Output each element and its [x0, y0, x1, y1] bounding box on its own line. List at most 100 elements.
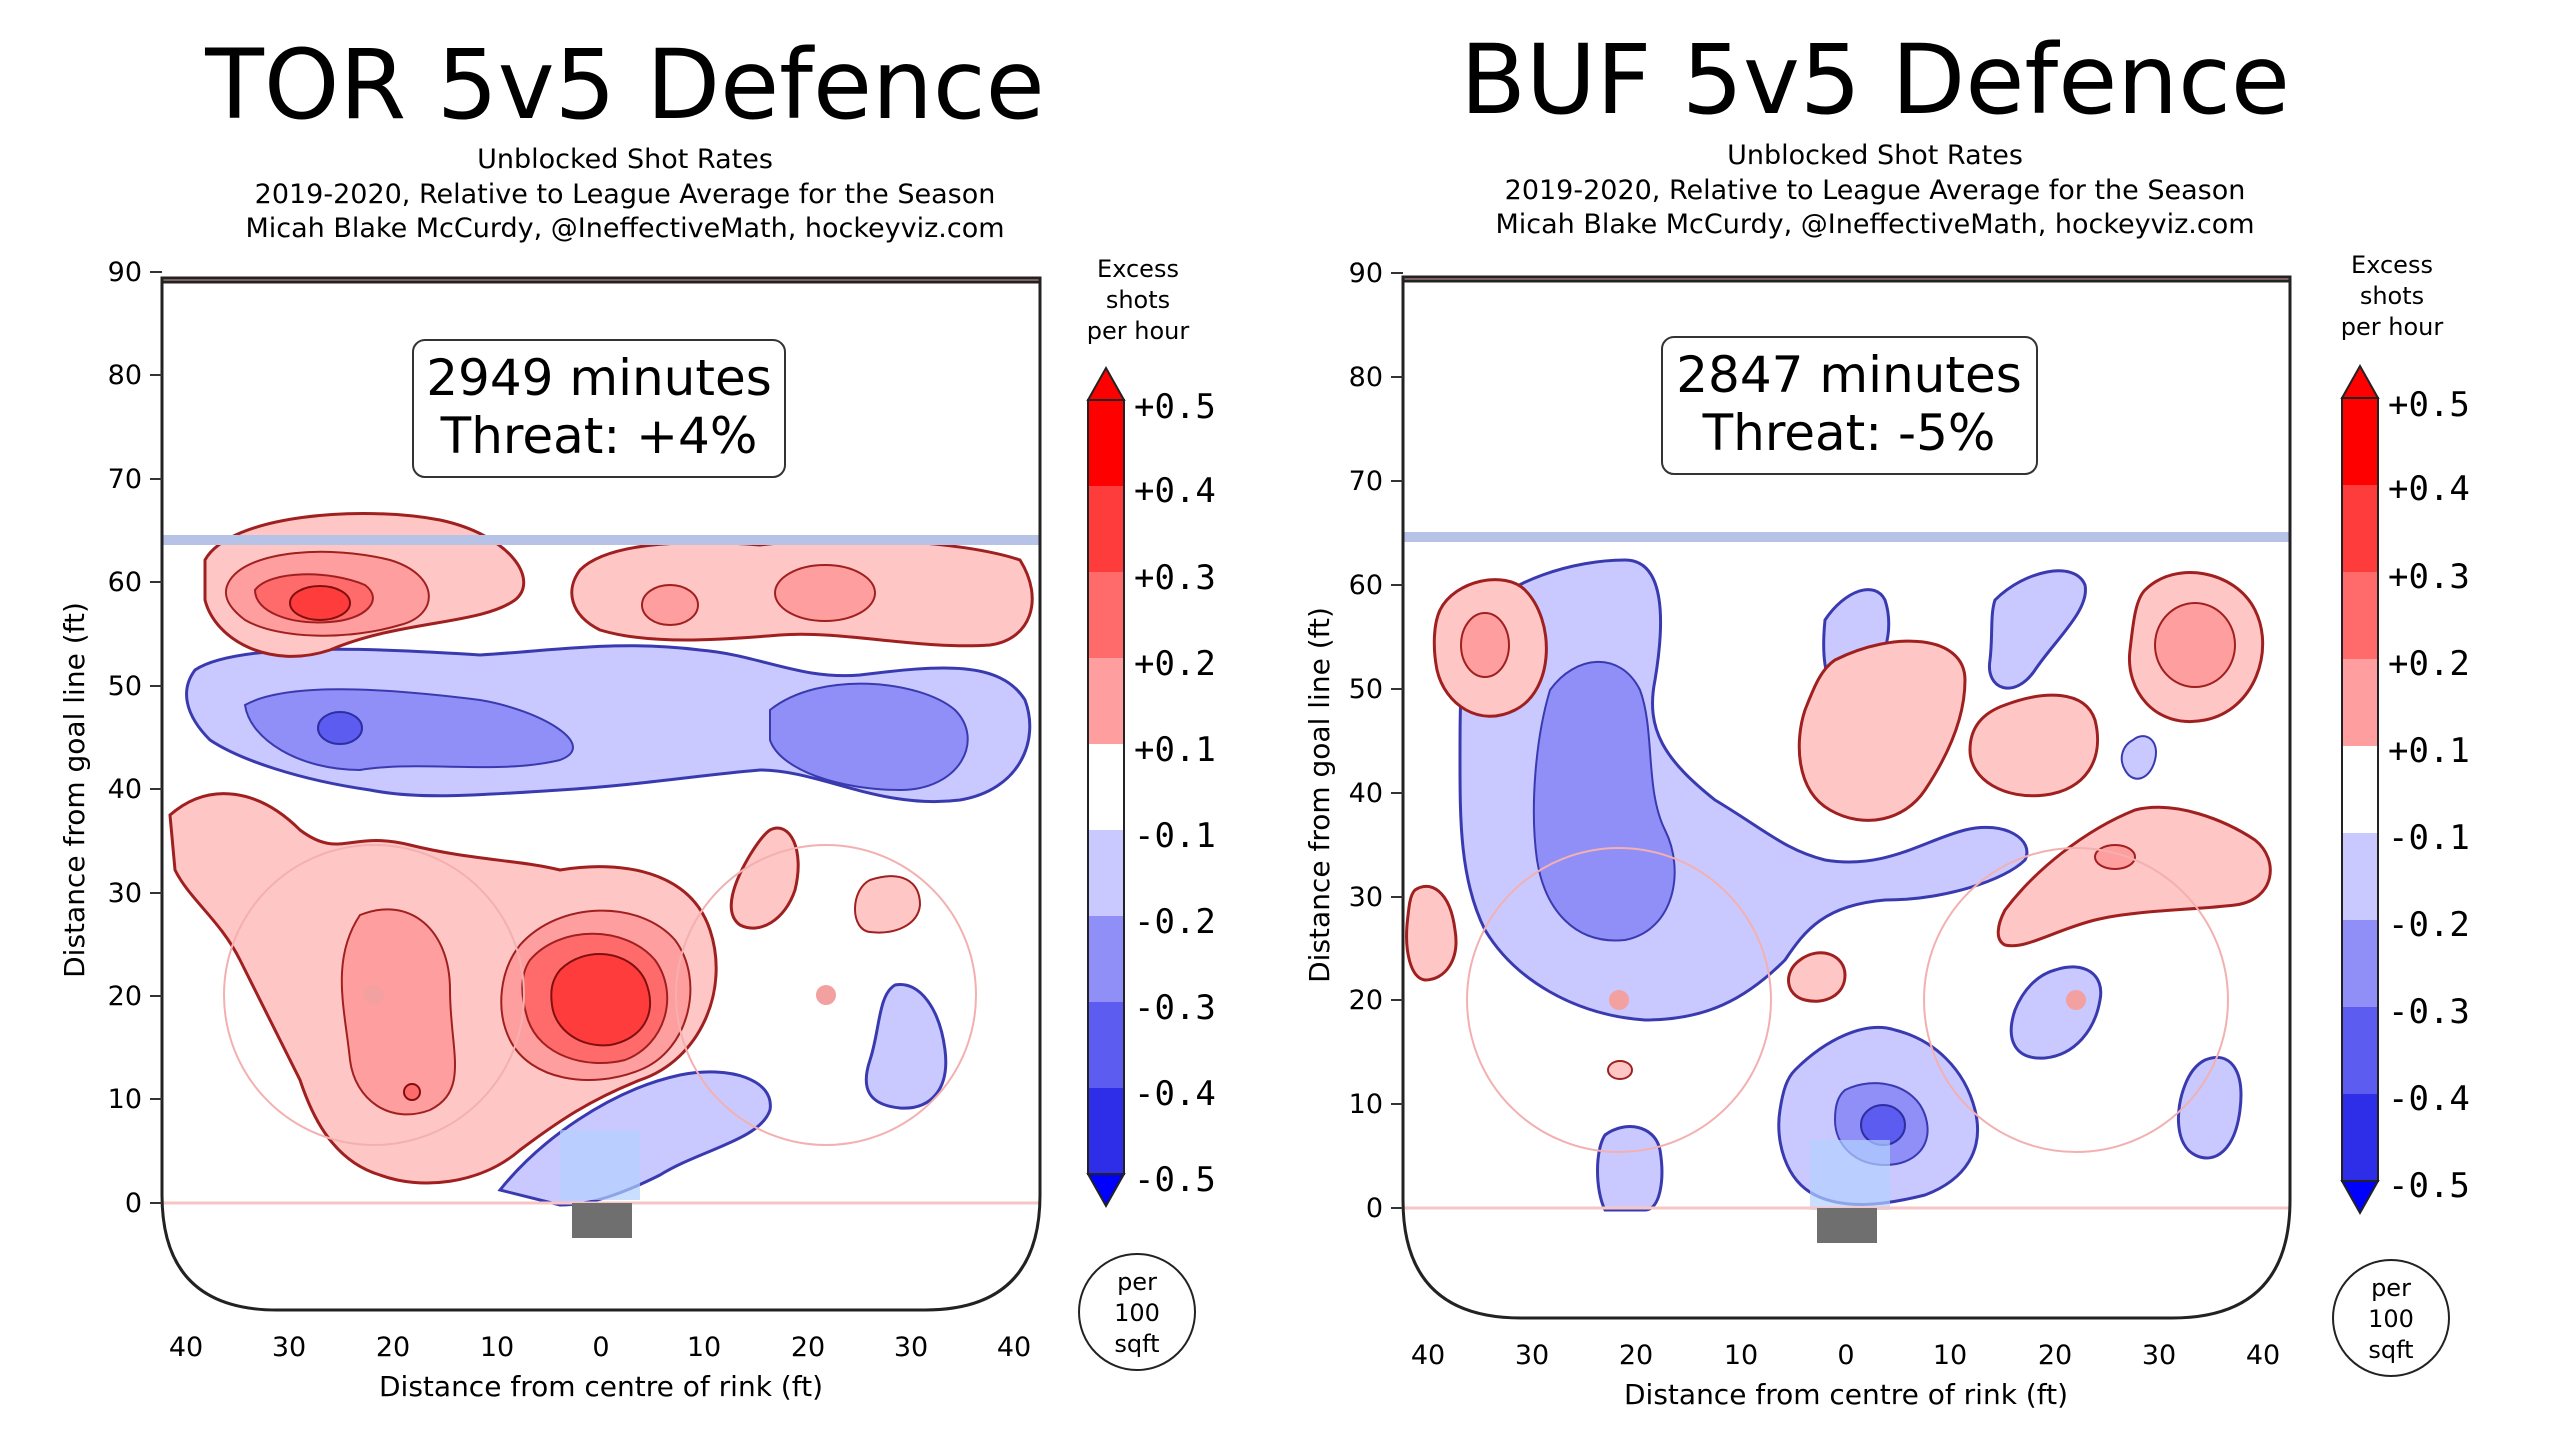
blue-contour-upper-right: [1988, 569, 2087, 690]
annotation-box: [1661, 336, 2038, 475]
colorbar-label: -0.3: [1134, 988, 1216, 1028]
red-contour-upper-left-2: [1460, 612, 1510, 678]
blue-line: [162, 535, 1040, 545]
x-tick-label: 40: [169, 1332, 203, 1363]
x-tick-label: 10: [687, 1332, 721, 1363]
colorbar-swatch: [2342, 398, 2378, 485]
colorbar-swatch: [1088, 572, 1124, 658]
colorbar-label: +0.2: [1134, 644, 1216, 684]
annotation-box: [412, 339, 786, 478]
buf-chart-svg: BUF 5v5 Defence Unblocked Shot Rates 201…: [1303, 24, 2470, 1411]
y-tick-label: 40: [1349, 778, 1383, 809]
colorbar-swatch: [2342, 659, 2378, 746]
x-tick-label: 40: [997, 1332, 1031, 1363]
blue-contour-crease-core: [1860, 1104, 1906, 1146]
red-contour-small-mid: [1787, 951, 1847, 1003]
chart-subtitle-3: Micah Blake McCurdy, @IneffectiveMath, h…: [1495, 209, 2254, 240]
x-tick-label: 20: [376, 1332, 410, 1363]
x-tick-label: 30: [1515, 1340, 1549, 1371]
red-contour-right-band: [1996, 805, 2272, 948]
red-contour-slot-core: [550, 953, 651, 1047]
colorbar-swatch: [1088, 400, 1124, 486]
colorbar-swatch: [1088, 916, 1124, 1002]
unit-label-3: sqft: [1114, 1330, 1159, 1358]
red-contour-upper-right-2: [2154, 602, 2236, 688]
y-tick-label: 50: [1349, 674, 1383, 705]
goal-net: [1817, 1208, 1877, 1243]
chart-panel-buf: BUF 5v5 Defence Unblocked Shot Rates 201…: [1245, 0, 2495, 1439]
y-tick-label: 10: [1349, 1089, 1383, 1120]
colorbar-label: -0.3: [2388, 992, 2470, 1032]
y-tick-label: 0: [125, 1188, 142, 1219]
y-tick-label: 30: [108, 878, 142, 909]
y-tick-label: 40: [108, 774, 142, 805]
red-contour-tiny: [1607, 1060, 1633, 1080]
y-tick-label: 60: [108, 567, 142, 598]
heatmap-region: [1403, 277, 2290, 1318]
chart-panel-tor: TOR 5v5 Defence Unblocked Shot Rates 201…: [0, 0, 1250, 1439]
unit-badge: [1078, 1253, 1196, 1371]
chart-subtitle-2: 2019-2020, Relative to League Average fo…: [255, 179, 996, 210]
blue-contour-left-core: [317, 711, 363, 745]
faceoff-dot-right: [2066, 990, 2086, 1010]
faceoff-dot-left: [364, 985, 384, 1005]
colorbar-swatch: [2342, 833, 2378, 920]
y-axis: 0 10 20 30 40 50 60 70 80 90: [108, 257, 162, 1219]
y-tick-label: 90: [108, 257, 142, 288]
x-tick-label: 40: [1411, 1340, 1445, 1371]
colorbar: Excess shots per hour +0.5 +0.4 +0.3 +0.…: [1078, 255, 1216, 1371]
colorbar-swatch: [1088, 658, 1124, 744]
y-tick-label: 80: [108, 360, 142, 391]
blue-contour-left-inner: [243, 688, 574, 772]
y-tick-label: 20: [1349, 985, 1383, 1016]
y-axis-label: Distance from goal line (ft): [1303, 607, 1336, 983]
x-tick-label: 30: [894, 1332, 928, 1363]
blue-contour-low-right: [2176, 1056, 2243, 1160]
red-contour-mid: [1797, 639, 1967, 822]
unit-label-2: 100: [2368, 1305, 2414, 1333]
colorbar-swatch: [1088, 744, 1124, 830]
y-tick-label: 80: [1349, 362, 1383, 393]
red-contour-upper-right-2: [774, 564, 876, 622]
unit-badge: [2332, 1259, 2450, 1377]
colorbar-title-2: shots: [2360, 282, 2424, 310]
colorbar-swatch: [2342, 1007, 2378, 1094]
x-axis-label: Distance from centre of rink (ft): [379, 1370, 823, 1403]
colorbar-label: +0.2: [2388, 644, 2470, 684]
colorbar-swatch: [1088, 486, 1124, 572]
colorbar-swatch: [2342, 746, 2378, 833]
y-tick-label: 60: [1349, 570, 1383, 601]
faceoff-dot-left: [1609, 990, 1629, 1010]
x-tick-label: 20: [1619, 1340, 1653, 1371]
x-tick-label: 10: [1933, 1340, 1967, 1371]
faceoff-dot-right: [816, 985, 836, 1005]
x-tick-label: 0: [592, 1332, 609, 1363]
rink-outline: [160, 276, 1042, 1312]
y-tick-label: 70: [1349, 466, 1383, 497]
red-contour-lower-left: [340, 908, 456, 1116]
colorbar-label: -0.1: [1134, 816, 1216, 856]
y-tick-label: 20: [108, 981, 142, 1012]
red-contour-right-small: [729, 826, 800, 930]
x-tick-label: 10: [1724, 1340, 1758, 1371]
red-contour-upper-mid: [641, 584, 699, 626]
colorbar-swatch: [1088, 1002, 1124, 1088]
colorbar-label: -0.4: [1134, 1074, 1216, 1114]
y-axis: 0 10 20 30 40 50 60 70 80 90: [1349, 258, 1403, 1224]
goal-net: [572, 1203, 632, 1238]
red-contour-lower-left-core: [403, 1083, 421, 1101]
blue-line: [1403, 532, 2290, 542]
colorbar-swatch: [2342, 920, 2378, 1007]
colorbar-arrow-down: [1086, 1173, 1126, 1209]
colorbar-arrow-up: [1086, 365, 1126, 401]
colorbar: Excess shots per hour +0.5 +0.4 +0.3 +0.…: [2332, 251, 2470, 1377]
colorbar-swatch: [1088, 1088, 1124, 1174]
colorbar-label: -0.5: [1134, 1160, 1216, 1200]
colorbar-title-3: per hour: [2341, 313, 2444, 341]
colorbar-title-3: per hour: [1087, 317, 1190, 345]
colorbar-swatch: [2342, 1094, 2378, 1181]
y-tick-label: 0: [1366, 1193, 1383, 1224]
red-contour-upper-left-core: [289, 585, 351, 621]
colorbar-label: +0.4: [1134, 471, 1216, 511]
faceoff-circle-left: [1466, 847, 1772, 1153]
